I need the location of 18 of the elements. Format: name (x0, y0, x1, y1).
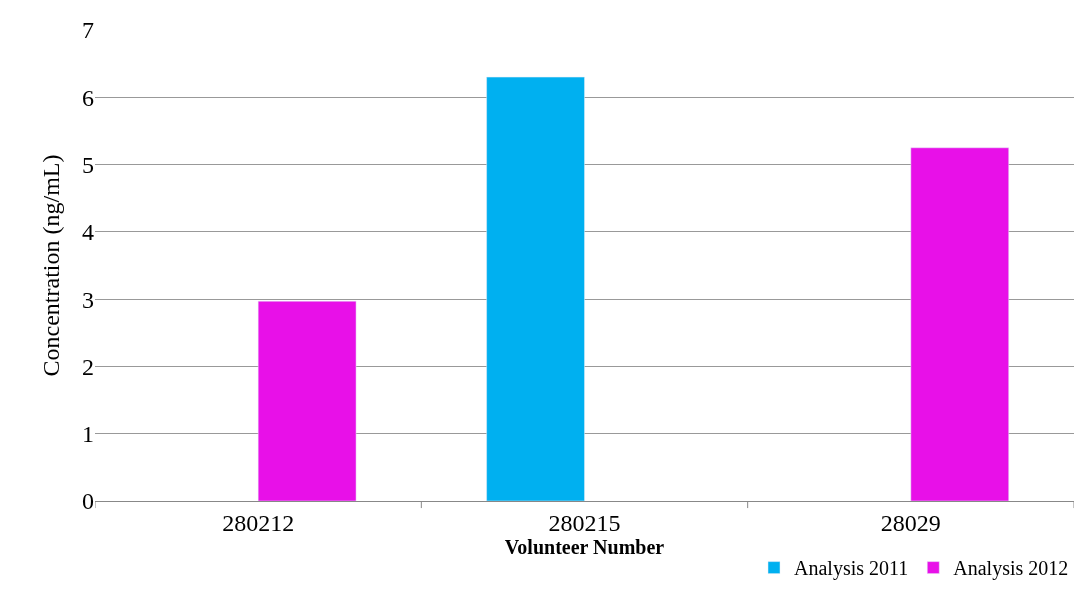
y-tick-label: 5 (82, 151, 94, 178)
x-tick-label: 28029 (880, 509, 941, 536)
y-tick-label: 7 (82, 17, 94, 44)
y-axis-title: Concentration (ng/mL) (38, 154, 65, 377)
y-tick-label: 4 (82, 219, 94, 246)
y-tick-label: 2 (82, 353, 94, 380)
bar (910, 147, 1009, 501)
legend-label: Analysis 2011 (794, 557, 909, 581)
y-tick-label: 3 (82, 286, 94, 313)
legend-label: Analysis 2012 (953, 557, 1069, 581)
bar (257, 300, 357, 501)
y-tick-label: 1 (82, 421, 94, 448)
x-tick-label: 280215 (548, 509, 621, 536)
y-tick-label: 6 (82, 84, 94, 111)
y-tick-label: 0 (82, 488, 94, 515)
x-axis-title: Volunteer Number (504, 536, 665, 559)
bar (486, 76, 585, 501)
x-tick-label: 280212 (222, 509, 295, 536)
